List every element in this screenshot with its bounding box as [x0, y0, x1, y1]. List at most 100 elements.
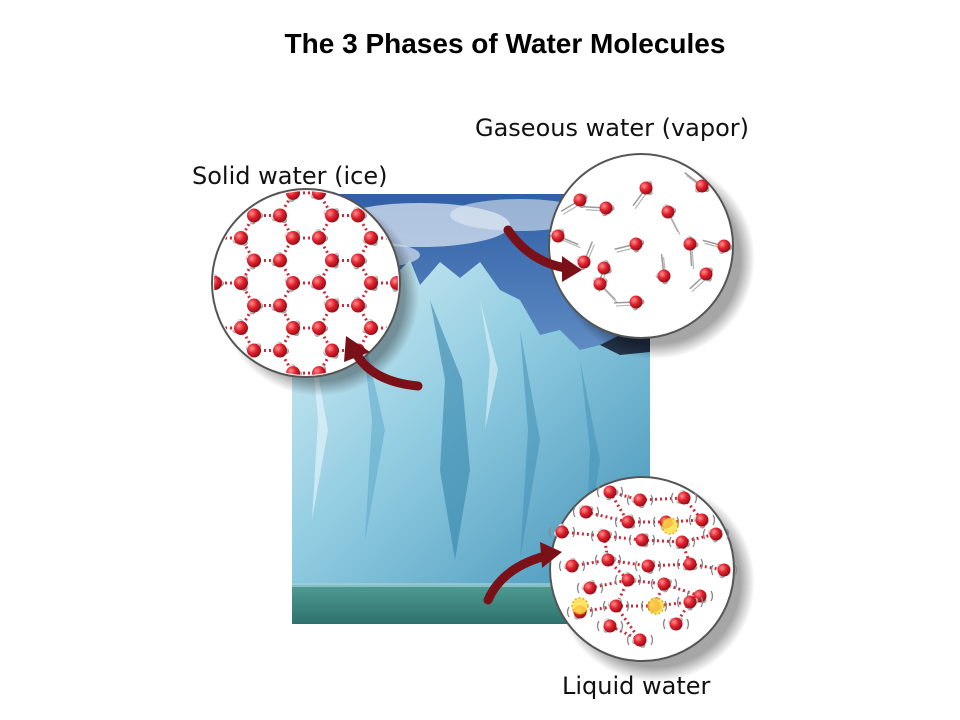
hydrogen-bond [647, 562, 691, 568]
liquid-molecule-icon [607, 598, 623, 613]
vibration-mark [702, 528, 706, 540]
vibration-mark [576, 582, 580, 594]
slide-title: The 3 Phases of Water Molecules [284, 28, 726, 59]
vibration-mark [614, 530, 618, 542]
ice-molecule-icon [245, 343, 262, 358]
liquid-molecule-icon [683, 595, 699, 611]
vibration-mark [628, 534, 632, 546]
vibration-mark [710, 590, 714, 602]
vibration-mark [582, 560, 586, 572]
vibration-mark [626, 494, 630, 506]
vibration-mark [572, 526, 576, 538]
vibration-mark [670, 492, 674, 504]
vibration-mark [620, 620, 624, 632]
vibration-mark [572, 506, 576, 518]
ice-molecule-icon [284, 276, 300, 292]
bond-break-icon [661, 517, 679, 535]
hydrogen-bond [214, 304, 217, 329]
ice-molecule-icon [362, 318, 378, 336]
vibration-mark [558, 560, 562, 572]
ice-molecule-icon [312, 228, 329, 245]
vibration-mark [676, 558, 680, 570]
ice-molecule-icon [312, 321, 329, 337]
liquid-molecule-icon [682, 557, 698, 571]
vibration-mark [686, 618, 690, 630]
ice-molecule-icon [351, 206, 368, 223]
hydrogen-bond [641, 538, 683, 544]
vibration-mark [626, 600, 630, 612]
vibration-mark [626, 634, 630, 646]
vibration-mark [614, 574, 618, 586]
vibration-mark [712, 514, 716, 526]
vibration-mark [710, 564, 714, 576]
ice-molecule-icon [325, 252, 340, 269]
hydrogen-bond [614, 605, 642, 641]
liquid-molecule-icon [603, 485, 619, 501]
liquid-molecule-icon [668, 617, 683, 631]
vibration-mark [614, 516, 618, 528]
arrow-to-solid-icon [344, 336, 423, 391]
motion-trail [691, 246, 695, 269]
vapor-molecule-icon [699, 267, 713, 282]
hydrogen-bond [561, 530, 605, 538]
vibration-mark [662, 618, 666, 630]
ice-molecule-icon [194, 298, 209, 313]
arrow-to-vapor-icon [503, 225, 582, 282]
ice-molecule-icon [271, 251, 287, 268]
hydrogen-bond [639, 496, 685, 502]
ice-molecule-icon [214, 321, 222, 337]
liquid-molecule-icon [579, 505, 594, 519]
ice-molecule-icon [271, 298, 287, 314]
liquid-molecule-icon [563, 557, 579, 573]
liquid-molecule-icon [641, 559, 656, 574]
ice-molecule-icon [364, 275, 379, 292]
vibration-mark [634, 560, 638, 572]
ice-molecule-icon [271, 208, 287, 224]
vapor-molecule-icon [639, 180, 653, 195]
vibration-mark [664, 600, 668, 612]
vapor-molecule-icon [694, 179, 710, 193]
vibration-mark [652, 534, 656, 546]
hydrogen-bond [585, 510, 629, 524]
vibration-mark [590, 530, 594, 542]
ice-molecule-icon [214, 273, 225, 290]
vibration-mark [638, 574, 642, 586]
liquid-molecule-icon [676, 489, 691, 505]
motion-trail [669, 214, 681, 235]
vibration-mark [676, 596, 680, 608]
vapor-molecule-icon [683, 235, 699, 251]
vibration-mark [618, 554, 622, 566]
ice-molecule-icon [273, 341, 290, 358]
liquid-molecule-icon [657, 577, 672, 593]
vibration-mark [650, 578, 654, 590]
liquid-molecule-icon [553, 523, 569, 539]
ice-molecule-icon [286, 364, 303, 375]
vibration-mark [694, 492, 698, 504]
vapor-molecule-icon [573, 193, 588, 209]
vapor-molecule-icon [593, 277, 608, 291]
motion-trail [559, 238, 581, 249]
ice-molecule-icon [284, 230, 301, 245]
vibration-mark [658, 560, 662, 572]
vapor-molecule-icon [717, 239, 733, 254]
vapor-molecule-icon [655, 269, 671, 285]
vibration-mark [688, 514, 692, 526]
liquid-molecule-icon [631, 493, 647, 509]
ice-molecule-icon [390, 276, 398, 292]
ice-molecule-icon [323, 207, 339, 223]
vibration-mark [590, 606, 594, 618]
liquid-molecule-icon [597, 528, 613, 543]
vibration-mark [674, 578, 678, 590]
bond-break-icon [571, 597, 589, 615]
vibration-mark [600, 582, 604, 594]
solid-water-label: Solid water (ice) [192, 162, 388, 190]
vapor-molecules [549, 171, 733, 311]
liquid-molecule-icon [603, 618, 617, 633]
vapor-molecule-icon [629, 295, 645, 311]
ice-molecule-icon [310, 191, 326, 200]
vapor-molecule-icon [629, 237, 645, 253]
ice-molecule-icon [286, 320, 301, 337]
ice-molecule-icon [312, 365, 327, 375]
vibration-mark [668, 536, 672, 548]
